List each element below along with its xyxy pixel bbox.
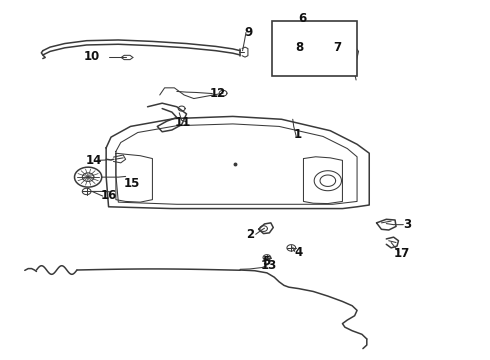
Text: 13: 13: [260, 258, 276, 271]
Text: 4: 4: [294, 246, 303, 258]
Bar: [272, 21, 357, 76]
Text: 6: 6: [298, 12, 307, 25]
Text: 7: 7: [334, 41, 342, 54]
Text: 1: 1: [294, 128, 302, 141]
Text: 3: 3: [403, 218, 411, 231]
Text: 9: 9: [245, 26, 252, 39]
Text: 16: 16: [100, 189, 117, 202]
Text: 10: 10: [83, 50, 99, 63]
Text: 17: 17: [394, 247, 410, 260]
Text: 12: 12: [210, 87, 226, 100]
Text: 8: 8: [295, 41, 304, 54]
Text: 15: 15: [124, 177, 140, 190]
Text: 14: 14: [86, 154, 102, 167]
Text: 2: 2: [246, 228, 254, 241]
Text: 11: 11: [174, 116, 191, 129]
Text: 5: 5: [262, 255, 270, 268]
